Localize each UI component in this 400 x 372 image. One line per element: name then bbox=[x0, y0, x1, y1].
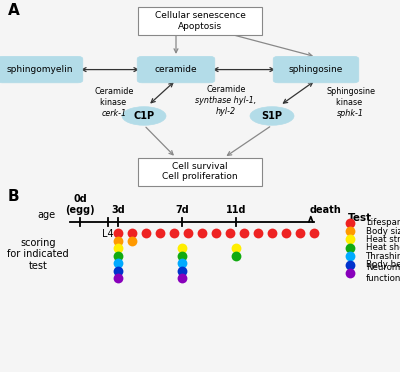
Point bbox=[269, 230, 275, 236]
Point bbox=[347, 253, 353, 259]
Point bbox=[199, 230, 205, 236]
Point bbox=[179, 253, 185, 259]
Text: A: A bbox=[8, 3, 20, 18]
FancyBboxPatch shape bbox=[138, 158, 262, 186]
Text: Cellular senescence
Apoptosis: Cellular senescence Apoptosis bbox=[154, 11, 246, 31]
Text: S1P: S1P bbox=[262, 111, 282, 121]
Text: Cell survival
Cell proliferation: Cell survival Cell proliferation bbox=[162, 162, 238, 181]
Text: Heat shock: Heat shock bbox=[366, 243, 400, 252]
Point bbox=[115, 230, 121, 236]
FancyBboxPatch shape bbox=[0, 57, 83, 83]
Point bbox=[129, 230, 135, 236]
Point bbox=[227, 230, 233, 236]
Text: Test: Test bbox=[348, 213, 372, 223]
Point bbox=[179, 260, 185, 266]
Point bbox=[347, 228, 353, 234]
Point bbox=[185, 230, 191, 236]
Point bbox=[213, 230, 219, 236]
FancyBboxPatch shape bbox=[273, 57, 359, 83]
Text: Body bends: Body bends bbox=[366, 260, 400, 269]
Point bbox=[143, 230, 149, 236]
Text: 3d: 3d bbox=[111, 205, 125, 215]
Text: B: B bbox=[8, 189, 20, 204]
Text: cerk-1: cerk-1 bbox=[102, 109, 126, 118]
Point bbox=[115, 260, 121, 266]
Text: Neuromuscular
function: Neuromuscular function bbox=[366, 263, 400, 283]
Text: sphk-1: sphk-1 bbox=[337, 109, 364, 118]
Point bbox=[171, 230, 177, 236]
Text: Lifespan: Lifespan bbox=[366, 218, 400, 227]
Text: Heat stress: Heat stress bbox=[366, 235, 400, 244]
FancyBboxPatch shape bbox=[138, 7, 262, 35]
Point bbox=[179, 245, 185, 251]
Point bbox=[347, 245, 353, 251]
Text: Ceramide: Ceramide bbox=[94, 87, 134, 96]
Point bbox=[347, 237, 353, 243]
Text: synthase hyl-1,: synthase hyl-1, bbox=[195, 96, 257, 105]
Text: Ceramide: Ceramide bbox=[206, 85, 246, 94]
Point bbox=[297, 230, 303, 236]
Point bbox=[233, 245, 239, 251]
Point bbox=[115, 253, 121, 259]
Text: scoring
for indicated
test: scoring for indicated test bbox=[7, 238, 69, 271]
Text: Sphingosine: Sphingosine bbox=[326, 87, 375, 96]
Ellipse shape bbox=[250, 107, 294, 125]
Text: Thrashing: Thrashing bbox=[366, 252, 400, 261]
Text: sphingosine: sphingosine bbox=[289, 65, 343, 74]
Point bbox=[115, 238, 121, 244]
Point bbox=[311, 230, 317, 236]
FancyBboxPatch shape bbox=[137, 57, 215, 83]
Point bbox=[157, 230, 163, 236]
Text: age: age bbox=[37, 210, 55, 220]
Point bbox=[115, 245, 121, 251]
Text: C1P: C1P bbox=[134, 111, 154, 121]
Point bbox=[179, 267, 185, 273]
Point bbox=[347, 219, 353, 225]
Text: hyl-2: hyl-2 bbox=[216, 107, 236, 116]
Point bbox=[241, 230, 247, 236]
Point bbox=[255, 230, 261, 236]
Text: 11d: 11d bbox=[226, 205, 246, 215]
Ellipse shape bbox=[122, 107, 166, 125]
Text: sphingomyelin: sphingomyelin bbox=[7, 65, 73, 74]
Text: ceramide: ceramide bbox=[155, 65, 197, 74]
Point bbox=[347, 270, 353, 276]
Text: 7d: 7d bbox=[175, 205, 189, 215]
Point bbox=[115, 267, 121, 273]
Text: L4: L4 bbox=[102, 229, 114, 238]
Text: Body size: Body size bbox=[366, 227, 400, 235]
Point bbox=[233, 253, 239, 259]
Point bbox=[115, 275, 121, 281]
Point bbox=[347, 262, 353, 267]
Point bbox=[179, 275, 185, 281]
Point bbox=[283, 230, 289, 236]
Text: kinase: kinase bbox=[100, 98, 128, 107]
Point bbox=[129, 238, 135, 244]
Text: 0d
(egg): 0d (egg) bbox=[65, 194, 95, 215]
Text: death: death bbox=[310, 205, 342, 215]
Text: kinase: kinase bbox=[336, 98, 365, 107]
